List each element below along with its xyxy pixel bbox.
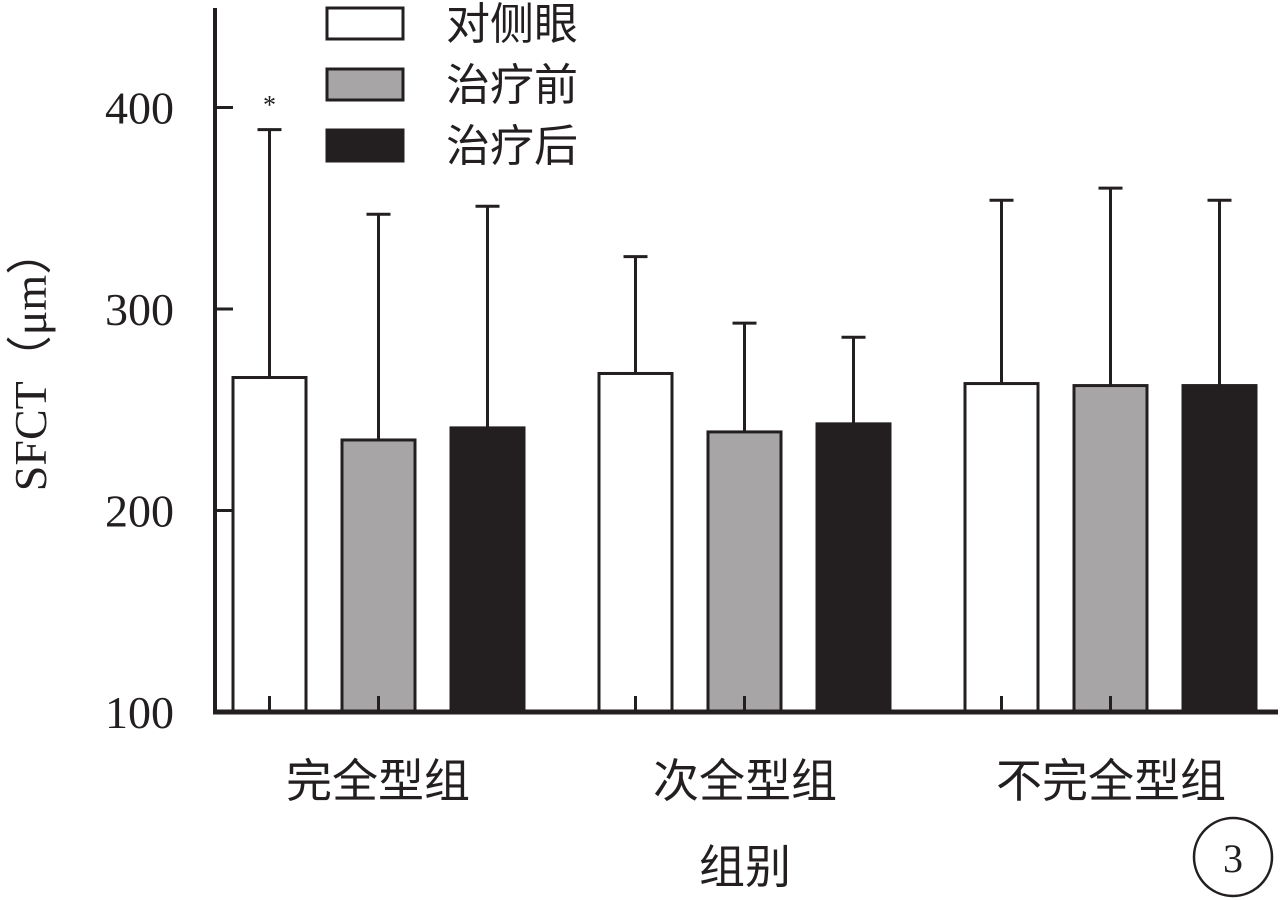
bar-治疗后-次全型组: [815, 422, 892, 714]
x-tick-label-不完全型组: 不完全型组: [996, 756, 1226, 807]
y-ticks: 100 200 300 400: [105, 83, 233, 738]
bar-对侧眼-不完全型组: [963, 382, 1040, 714]
y-axis-title: SFCT（μm）: [5, 229, 56, 491]
legend-label-治疗后: 治疗后: [446, 122, 578, 171]
bar-治疗后-完全型组: [449, 426, 526, 714]
bar-对侧眼-次全型组: [597, 371, 674, 714]
bar-治疗前-次全型组: [706, 430, 783, 714]
bar-治疗前-不完全型组: [1072, 384, 1149, 714]
x-axis-title: 组别: [699, 842, 791, 893]
y-tick-label-400: 400: [105, 83, 174, 134]
legend-label-对侧眼: 对侧眼: [446, 0, 578, 49]
panel-number-circle: [1192, 816, 1274, 898]
panel-number: 3: [1223, 836, 1243, 881]
legend-swatch-对侧眼: [325, 6, 405, 41]
significance-marker: *: [263, 91, 276, 120]
legend-label-治疗前: 治疗前: [446, 61, 578, 110]
x-tick-label-完全型组: 完全型组: [286, 756, 470, 807]
y-tick-label-200: 200: [105, 486, 174, 537]
bar-对侧眼-完全型组: [231, 376, 308, 714]
bar-治疗后-不完全型组: [1181, 384, 1258, 714]
x-ticks: 完全型组 次全型组 不完全型组: [268, 696, 1226, 807]
y-tick-label-100: 100: [105, 687, 174, 738]
legend-swatch-治疗前: [325, 67, 405, 102]
legend-swatch-治疗后: [325, 128, 405, 163]
bar-治疗前-完全型组: [340, 438, 417, 714]
x-tick-label-次全型组: 次全型组: [653, 756, 837, 807]
y-tick-label-300: 300: [105, 284, 174, 335]
bars-layer: *: [231, 91, 1258, 714]
